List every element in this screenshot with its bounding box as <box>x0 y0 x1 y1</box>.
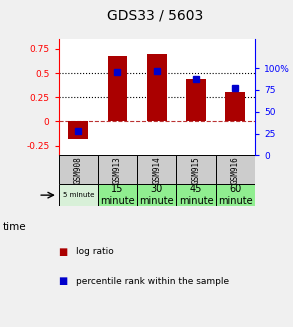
Bar <box>59 155 98 184</box>
Bar <box>216 184 255 206</box>
Text: GSM916: GSM916 <box>231 156 240 184</box>
Bar <box>176 155 216 184</box>
Text: 5 minute: 5 minute <box>62 192 94 198</box>
Text: GDS33 / 5603: GDS33 / 5603 <box>107 9 203 23</box>
Bar <box>147 54 166 121</box>
Text: ■: ■ <box>59 276 68 286</box>
Text: GSM914: GSM914 <box>152 156 161 184</box>
Bar <box>98 184 137 206</box>
Bar <box>137 155 176 184</box>
Bar <box>108 56 127 121</box>
Text: GSM908: GSM908 <box>74 156 83 184</box>
Text: time: time <box>3 222 27 232</box>
Bar <box>226 93 245 121</box>
Text: 15
minute: 15 minute <box>100 184 135 206</box>
Bar <box>176 184 216 206</box>
Bar <box>216 155 255 184</box>
Text: 60
minute: 60 minute <box>218 184 253 206</box>
Bar <box>137 184 176 206</box>
Bar <box>186 79 206 121</box>
Bar <box>68 121 88 139</box>
Bar <box>98 155 137 184</box>
Text: log ratio: log ratio <box>76 247 114 256</box>
Bar <box>59 184 98 206</box>
Text: percentile rank within the sample: percentile rank within the sample <box>76 277 229 286</box>
Text: 45
minute: 45 minute <box>179 184 213 206</box>
Text: GSM915: GSM915 <box>192 156 200 184</box>
Text: 30
minute: 30 minute <box>139 184 174 206</box>
Text: GSM913: GSM913 <box>113 156 122 184</box>
Text: ■: ■ <box>59 247 68 257</box>
